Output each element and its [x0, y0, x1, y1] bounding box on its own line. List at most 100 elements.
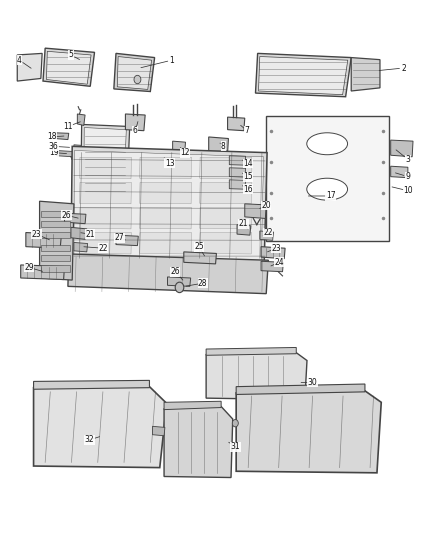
Polygon shape: [74, 145, 81, 150]
Text: 26: 26: [62, 211, 71, 220]
Polygon shape: [79, 182, 131, 204]
Polygon shape: [184, 252, 216, 264]
Text: 28: 28: [198, 279, 208, 288]
Polygon shape: [46, 51, 91, 84]
Polygon shape: [351, 58, 380, 91]
Polygon shape: [164, 407, 233, 478]
Text: 36: 36: [49, 142, 59, 151]
Text: 6: 6: [133, 126, 138, 135]
Polygon shape: [152, 426, 165, 436]
Text: 18: 18: [47, 133, 57, 141]
Polygon shape: [34, 386, 166, 467]
Text: 25: 25: [194, 242, 204, 251]
Text: 8: 8: [221, 142, 226, 151]
Polygon shape: [140, 182, 191, 204]
Text: 29: 29: [25, 263, 34, 272]
Polygon shape: [68, 254, 268, 294]
Polygon shape: [79, 232, 131, 254]
Polygon shape: [79, 207, 131, 229]
Text: 22: 22: [99, 244, 108, 253]
Text: 10: 10: [403, 186, 413, 195]
Polygon shape: [391, 140, 413, 157]
Polygon shape: [230, 156, 246, 165]
Text: 31: 31: [230, 442, 240, 451]
Polygon shape: [237, 225, 251, 235]
Polygon shape: [173, 141, 186, 152]
Polygon shape: [26, 232, 61, 248]
Bar: [41, 231, 70, 238]
Polygon shape: [200, 207, 251, 229]
Polygon shape: [71, 147, 267, 268]
Polygon shape: [79, 157, 131, 179]
Bar: [41, 265, 70, 272]
Text: 11: 11: [63, 122, 73, 131]
Bar: [41, 211, 70, 217]
Text: 19: 19: [49, 148, 59, 157]
Polygon shape: [43, 48, 95, 86]
Text: 27: 27: [115, 233, 124, 243]
Polygon shape: [200, 157, 251, 179]
Polygon shape: [261, 247, 285, 259]
Polygon shape: [57, 150, 75, 157]
Text: 9: 9: [406, 172, 410, 181]
Polygon shape: [391, 166, 408, 177]
Polygon shape: [236, 384, 365, 394]
Polygon shape: [140, 207, 191, 229]
Polygon shape: [206, 353, 307, 400]
Polygon shape: [167, 277, 191, 286]
Polygon shape: [125, 114, 145, 131]
Text: 32: 32: [85, 435, 94, 445]
Polygon shape: [17, 53, 42, 81]
Polygon shape: [74, 150, 264, 264]
Polygon shape: [164, 401, 221, 410]
Polygon shape: [39, 201, 74, 280]
Text: 26: 26: [170, 267, 180, 276]
Polygon shape: [236, 391, 381, 473]
Polygon shape: [261, 261, 283, 272]
Text: 3: 3: [406, 155, 410, 164]
Polygon shape: [81, 124, 130, 199]
Circle shape: [175, 282, 184, 293]
Polygon shape: [230, 180, 246, 189]
Bar: [41, 221, 70, 228]
Polygon shape: [78, 114, 85, 125]
Text: 21: 21: [85, 230, 95, 239]
Text: 5: 5: [68, 51, 73, 60]
Polygon shape: [260, 231, 273, 240]
Polygon shape: [206, 348, 296, 356]
Ellipse shape: [307, 133, 348, 155]
Polygon shape: [200, 232, 251, 254]
Text: 14: 14: [244, 159, 253, 168]
Polygon shape: [140, 157, 191, 179]
Circle shape: [134, 75, 141, 84]
Polygon shape: [114, 53, 155, 92]
Polygon shape: [34, 381, 149, 389]
Polygon shape: [84, 127, 126, 197]
Text: 20: 20: [261, 201, 271, 210]
Polygon shape: [140, 232, 191, 254]
Text: 23: 23: [32, 230, 41, 239]
Text: 16: 16: [244, 185, 253, 193]
Bar: [41, 255, 70, 261]
Text: 4: 4: [17, 55, 22, 64]
Polygon shape: [55, 133, 69, 140]
Text: 24: 24: [274, 258, 284, 267]
Text: 2: 2: [401, 63, 406, 72]
Text: 12: 12: [180, 148, 189, 157]
Polygon shape: [230, 168, 246, 177]
Bar: [41, 245, 70, 251]
Text: 7: 7: [244, 126, 249, 135]
Text: 15: 15: [244, 172, 253, 181]
Polygon shape: [117, 56, 152, 90]
Text: 23: 23: [271, 244, 281, 253]
Polygon shape: [200, 182, 251, 204]
Polygon shape: [245, 204, 266, 219]
Polygon shape: [266, 116, 389, 241]
Text: 21: 21: [239, 219, 248, 228]
Polygon shape: [258, 56, 348, 95]
Polygon shape: [64, 213, 86, 224]
Text: 17: 17: [326, 191, 336, 200]
Polygon shape: [208, 137, 229, 152]
Ellipse shape: [307, 178, 348, 200]
Polygon shape: [116, 235, 138, 246]
